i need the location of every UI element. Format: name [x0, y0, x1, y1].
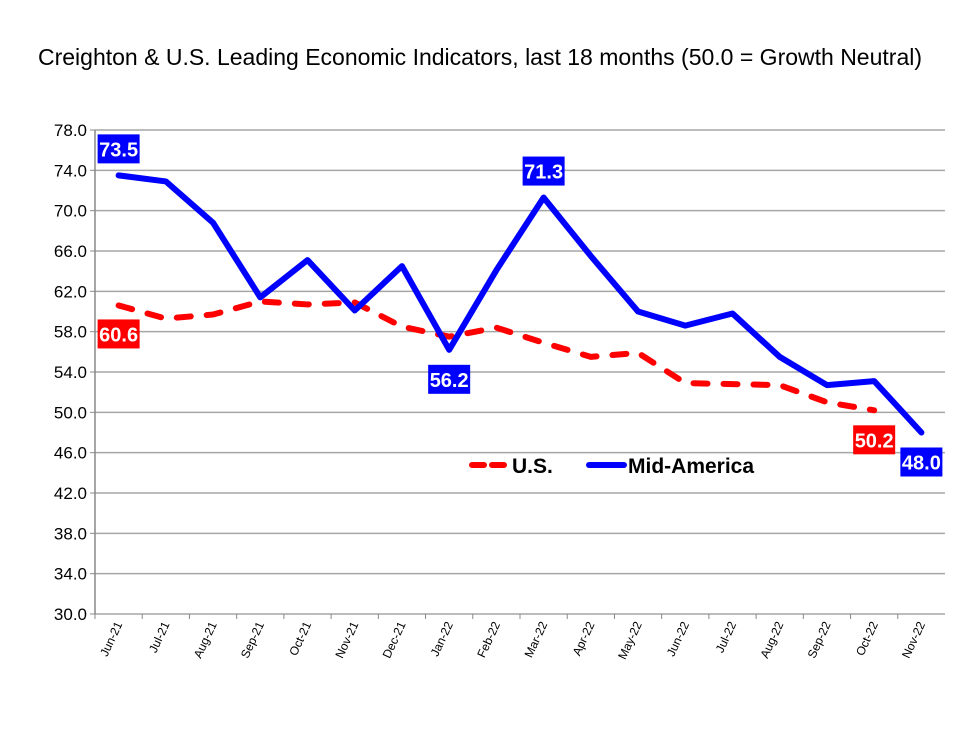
y-tick-label: 70.0: [54, 202, 87, 221]
x-tick-label: Nov-21: [332, 619, 361, 660]
x-tick-label: Aug-21: [191, 619, 220, 660]
data-label: 71.3: [524, 162, 563, 184]
y-tick-label: 34.0: [54, 565, 87, 584]
chart-title: Creighton & U.S. Leading Economic Indica…: [37, 44, 923, 70]
data-label-box: [97, 134, 140, 164]
x-tick-label: Jul-22: [713, 619, 740, 655]
data-label-box: [900, 447, 943, 477]
x-tick-label: Sep-21: [238, 619, 267, 660]
y-tick-label: 50.0: [54, 403, 87, 422]
data-label-box: [522, 156, 565, 186]
x-tick-label: Aug-22: [757, 619, 786, 660]
legend-label: Mid-America: [628, 455, 754, 478]
y-tick-label: 66.0: [54, 242, 87, 261]
x-tick-label: Jun-22: [664, 619, 692, 658]
y-tick-label: 38.0: [54, 524, 87, 543]
x-tick-label: May-22: [615, 619, 645, 661]
y-tick-label: 58.0: [54, 323, 87, 342]
x-tick-label: Jan-22: [428, 619, 456, 658]
x-tick-label: Sep-22: [805, 619, 834, 660]
data-label-box: [853, 425, 896, 455]
data-label: 48.0: [902, 453, 941, 475]
x-tick-label: Apr-22: [570, 619, 598, 658]
x-tick-label: Oct-22: [853, 619, 881, 658]
x-tick-label: Oct-21: [286, 619, 314, 658]
data-label-box: [97, 319, 140, 349]
data-label: 56.2: [430, 370, 469, 392]
y-tick-label: 42.0: [54, 484, 87, 503]
y-tick-label: 74.0: [54, 161, 87, 180]
y-tick-label: 46.0: [54, 444, 87, 463]
x-tick-label: Dec-21: [380, 619, 409, 660]
legend-label: U.S.: [512, 455, 553, 478]
x-tick-label: Jul-21: [146, 619, 173, 655]
data-label: 60.6: [99, 324, 138, 346]
x-tick-label: Feb-22: [474, 619, 503, 660]
y-tick-label: 30.0: [54, 605, 87, 624]
data-label: 73.5: [99, 139, 138, 161]
data-label: 50.2: [855, 430, 894, 452]
y-tick-label: 62.0: [54, 282, 87, 301]
x-tick-label: Jun-21: [97, 619, 125, 658]
series-line-mid-america: [115, 172, 925, 436]
x-tick-label: Mar-22: [522, 619, 551, 660]
series-line-u-s-: [115, 298, 878, 414]
y-tick-label: 78.0: [54, 121, 87, 140]
x-tick-label: Nov-22: [899, 619, 928, 660]
y-tick-label: 54.0: [54, 363, 87, 382]
data-label-box: [428, 364, 471, 394]
